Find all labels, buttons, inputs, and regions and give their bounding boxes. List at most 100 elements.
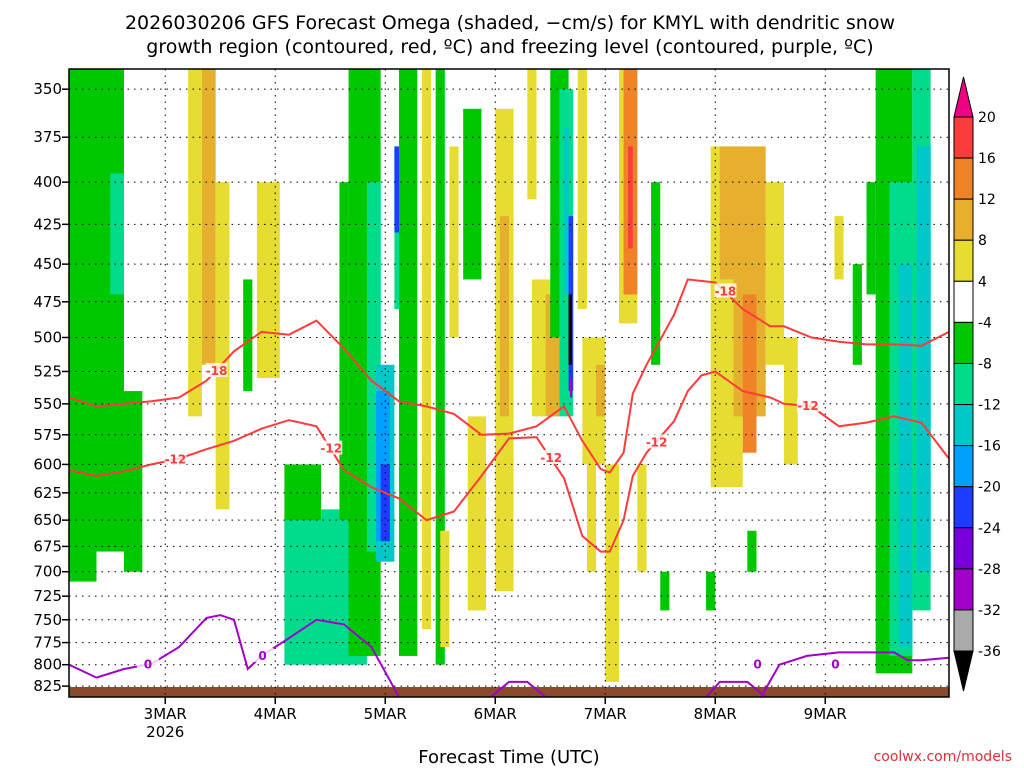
y-tick-label: 775 [33,634,62,652]
y-tick-label: 725 [33,587,62,605]
colorbar-segment [954,322,973,363]
y-tick-label: 575 [33,426,62,444]
omega-cell [834,216,843,279]
y-tick-label: 600 [33,455,62,473]
colorbar-segment [954,446,973,487]
y-tick-label: 400 [33,173,62,191]
colorbar-label: 20 [978,110,996,126]
y-tick-label: 825 [33,677,62,695]
y-tick-label: 350 [33,80,62,98]
omega-cell [706,572,715,611]
colorbar-segment [954,199,973,240]
chart-title-line1: 2026030206 GFS Forecast Omega (shaded, −… [125,12,895,34]
omega-cell [596,365,605,417]
colorbar-label: -20 [978,480,1001,496]
colorbar-label: -28 [978,562,1001,578]
contour-label: 0 [144,658,152,672]
colorbar-label: 12 [978,192,996,208]
x-tick-label: 4MAR [254,705,297,723]
x-tick-label: 7MAR [584,705,627,723]
omega-cell [743,294,757,452]
omega-cell [440,531,449,647]
omega-cell [564,128,569,295]
contour-label: -12 [165,453,187,467]
omega-cell [899,264,913,647]
colorbar: 20 16 12 8 4 -4 -8 -12 -16 -20 -24 -28 -32 -36 [954,77,1001,691]
colorbar-label: 16 [978,151,996,167]
omega-cell [110,173,124,294]
chart-title-line2: growth region (contoured, red, ºC) and f… [146,36,873,58]
omega-cell [628,146,633,248]
omega-cell [917,146,931,571]
colorbar-label: -8 [978,356,992,372]
y-tick-label: 800 [33,656,62,674]
x-tick-label: 5MAR [364,705,407,723]
y-tick-label: 625 [33,484,62,502]
omega-cell [766,182,784,365]
credit-link[interactable]: coolwx.com/models [874,749,1012,765]
y-tick-label: 675 [33,537,62,555]
y-tick-label: 450 [33,255,62,273]
colorbar-segment [954,487,973,528]
omega-cell [784,337,798,464]
colorbar-label: -36 [978,644,1001,660]
colorbar-label: 4 [978,274,987,290]
omega-cell [449,146,458,337]
contour-label: -12 [320,442,342,456]
colorbar-label: -12 [978,398,1001,414]
colorbar-label: -32 [978,603,1001,619]
omega-cell [605,464,619,681]
omega-cell [660,572,669,611]
colorbar-max-arrow [954,77,973,117]
x-tick-label: 3MAR [144,705,187,723]
y-tick-label: 700 [33,563,62,581]
omega-cell [500,216,509,416]
plot-area: -18 -18 -12 -12 -12 -12 -12 0 0 0 0 [69,69,949,697]
contour-label: -12 [540,451,562,465]
y-tick-label: 650 [33,511,62,529]
y-tick-label: 525 [33,362,62,380]
y-tick-label: 475 [33,293,62,311]
omega-cell [527,69,536,199]
colorbar-segment [954,569,973,610]
x-tick-sublabel: 2026 [146,723,184,741]
omega-cell [422,69,431,629]
colorbar-segment [954,117,973,158]
colorbar-segment [954,405,973,446]
omega-cell [188,69,202,416]
colorbar-segment [954,281,973,322]
y-tick-label: 750 [33,611,62,629]
x-tick-label: 9MAR [804,705,847,723]
y-tick-label: 375 [33,128,62,146]
contour-label: 0 [831,658,839,672]
omega-cell [394,146,399,232]
x-tick-label: 6MAR [474,705,517,723]
omega-cell [637,464,646,571]
omega-cell [216,182,230,509]
x-axis-label: Forecast Time (UTC) [418,747,599,768]
omega-cell [243,279,252,391]
omega-cell [399,69,417,656]
contour-label: -18 [715,284,737,298]
contour-label: 0 [753,658,761,672]
colorbar-label: -24 [978,521,1001,537]
contour-label: 0 [258,649,266,663]
colorbar-label: -4 [978,315,992,331]
colorbar-segment [954,610,973,651]
ground-strip [69,687,949,697]
omega-cell [257,182,280,378]
omega-cell [97,69,125,552]
omega-chart: 2026030206 GFS Forecast Omega (shaded, −… [0,0,1024,768]
contour-label: -18 [206,364,228,378]
contour-label: -12 [646,435,668,449]
omega-cell [202,69,216,365]
colorbar-segment [954,158,973,199]
x-tick-label: 8MAR [694,705,737,723]
colorbar-label: 8 [978,233,987,249]
omega-cell [463,109,481,280]
y-tick-label: 500 [33,328,62,346]
colorbar-segment [954,528,973,569]
omega-cell [124,391,142,572]
omega-cell [570,378,572,397]
